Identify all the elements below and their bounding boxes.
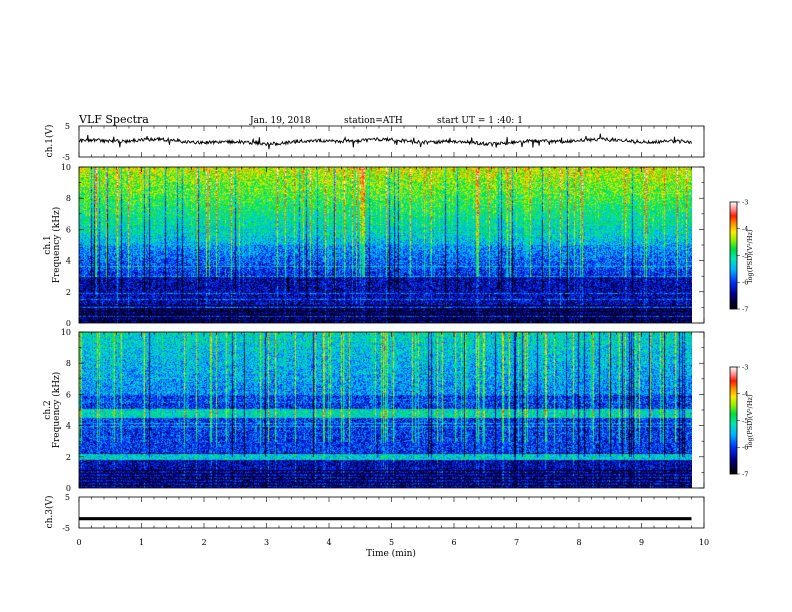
ch2-colorbar [730,367,737,474]
x-tick-labels: 0 1 2 3 4 5 6 7 8 9 10 [76,538,709,547]
ch1-ytick-top: 5 [65,122,70,131]
x-tick-label: 3 [264,538,269,547]
ch3-ylabel: ch.3(V) [44,496,55,529]
colorbar-tick-label: -7 [742,305,748,313]
colorbar-tick-label: -6 [742,279,748,287]
ch1-spectrogram-channel-label: ch.1 [43,235,53,254]
ch1-xticks [78,126,705,157]
y-tick-label: 6 [66,225,71,234]
ch1-spectrogram-ylabel: Frequency (kHz) [51,207,62,284]
ch2-colorbar-label: log(PSD)(V²/Hz) [746,394,754,447]
ch3-ytick-top: 5 [65,493,70,502]
ch3-waveform-panel: 5 -5 ch.3(V) 0 1 2 3 4 5 6 7 8 9 10 Time (min) [44,493,709,559]
ch1-spectrogram-xticks [78,167,705,323]
x-tick-label: 9 [639,538,644,547]
x-tick-label: 0 [76,538,81,547]
x-tick-label: 5 [389,538,394,547]
ch1-ylabel: ch.1(V) [44,125,55,158]
ch1-spectrogram-yticks: 0 2 4 6 8 10 [61,163,704,328]
ch2-spectrogram-image [79,332,692,488]
y-tick-label: 10 [61,163,71,172]
date-label: Jan. 19, 2018 [249,116,311,126]
ch3-ytick-bottom: -5 [62,524,70,533]
colorbar-tick-label: -5 [742,417,748,425]
figure-title: VLF Spectra [78,113,149,126]
y-tick-label: 2 [66,453,71,462]
ch1-colorbar-ticks: -3 -4 -5 -6 -7 [737,198,748,313]
ch1-colorbar-label: log(PSD)(V²/Hz) [746,229,754,282]
x-tick-label: 10 [699,538,709,547]
y-tick-label: 4 [66,422,71,431]
colorbar-tick-label: -4 [742,225,748,233]
y-tick-label: 6 [66,390,71,399]
y-tick-label: 8 [66,359,71,368]
ch1-ytick-bottom: -5 [62,153,70,162]
ch1-colorbar [730,202,737,309]
x-tick-label: 4 [326,538,331,547]
ch1-waveform-panel: 5 -5 ch.1(V) [44,122,705,162]
x-tick-label: 6 [451,538,456,547]
ch2-spectrogram-ylabel: Frequency (kHz) [51,372,62,449]
colorbar-tick-label: -4 [742,390,748,398]
ch2-spectrogram-yticks: 0 2 4 6 8 10 [61,328,704,493]
colorbar-tick-label: -3 [742,363,748,371]
colorbar-tick-label: -3 [742,198,748,206]
x-tick-label: 7 [514,538,519,547]
y-tick-label: 2 [66,288,71,297]
y-tick-label: 4 [66,257,71,266]
colorbar-tick-label: -6 [742,444,748,452]
ch2-spectrogram-xticks [78,332,705,488]
x-axis-label: Time (min) [366,548,416,559]
colorbar-tick-label: -7 [742,470,748,478]
y-tick-label: 10 [61,328,71,337]
colorbar-tick-label: -5 [742,252,748,260]
x-tick-label: 1 [139,538,144,547]
y-tick-label: 0 [66,484,71,493]
x-tick-label: 8 [576,538,581,547]
start-time-label: start UT = 1 :40: 1 [437,116,523,126]
ch3-xticks [78,497,705,528]
ch2-spectrogram-channel-label: ch.2 [43,400,53,419]
ch1-waveform-line [78,133,692,150]
ch2-colorbar-ticks: -3 -4 -5 -6 -7 [737,363,748,478]
ch1-spectrogram-image [79,167,692,323]
station-label: station=ATH [344,116,403,126]
y-tick-label: 8 [66,194,71,203]
x-tick-label: 2 [201,538,206,547]
y-tick-label: 0 [66,319,71,328]
